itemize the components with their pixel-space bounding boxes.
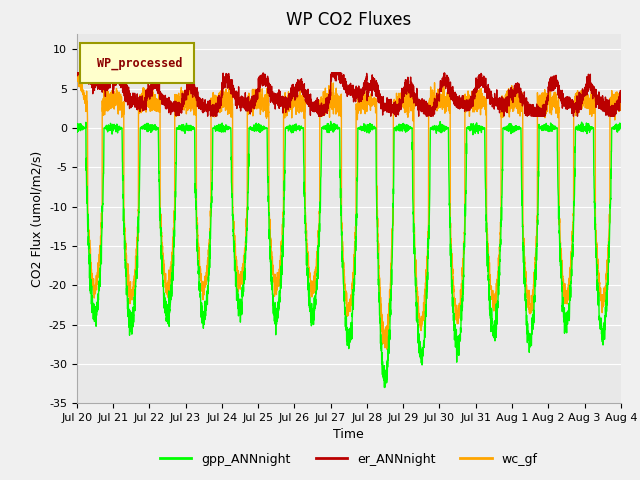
Legend: gpp_ANNnight, er_ANNnight, wc_gf: gpp_ANNnight, er_ANNnight, wc_gf xyxy=(155,448,543,471)
Title: WP CO2 Fluxes: WP CO2 Fluxes xyxy=(286,11,412,29)
Text: WP_processed: WP_processed xyxy=(97,57,182,70)
FancyBboxPatch shape xyxy=(79,43,194,84)
Y-axis label: CO2 Flux (umol/m2/s): CO2 Flux (umol/m2/s) xyxy=(30,150,44,287)
X-axis label: Time: Time xyxy=(333,429,364,442)
